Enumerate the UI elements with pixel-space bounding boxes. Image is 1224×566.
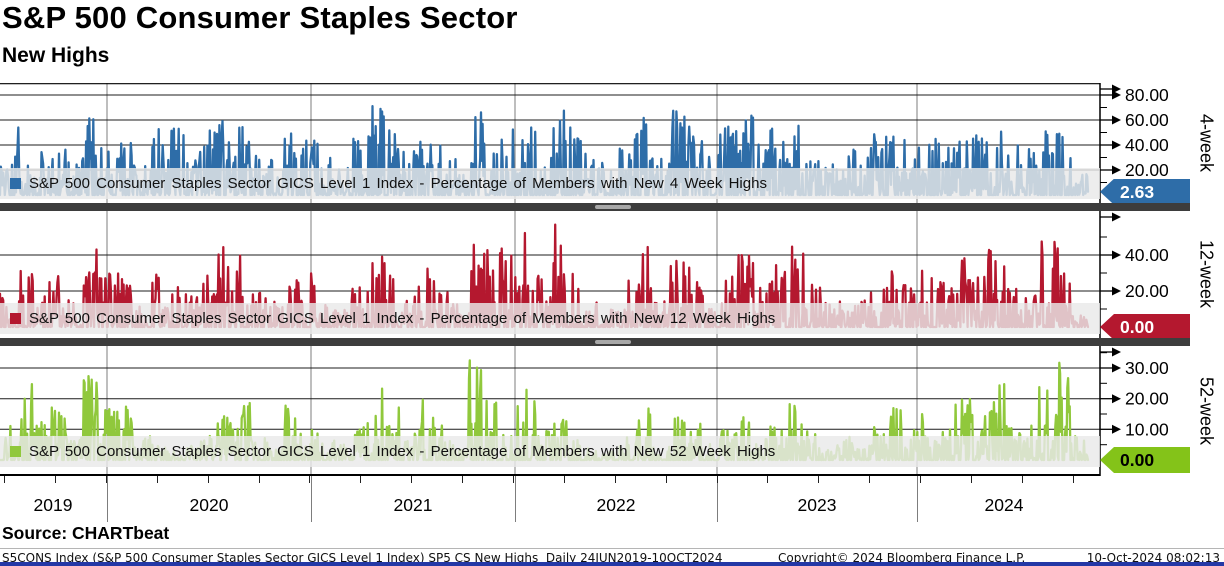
y-tick-label: 20.00: [1125, 389, 1169, 409]
y-tick-label: 20.00: [1125, 281, 1169, 301]
x-tick: [55, 476, 56, 483]
x-tick: [309, 476, 310, 483]
legend-label: S&P 500 Consumer Staples Sector GICS Lev…: [29, 310, 776, 327]
x-year-label: 2023: [797, 495, 837, 515]
footer-ticker-description: S5CONS Index (S&P 500 Consumer Staples S…: [2, 551, 723, 565]
axis-panel-label: 52-week: [1196, 376, 1217, 446]
tick-arrow-icon: [1112, 165, 1121, 175]
x-tick: [259, 476, 260, 483]
y-tick-label: 60.00: [1125, 110, 1169, 130]
footer-copyright: Copyright© 2024 Bloomberg Finance L.P.: [778, 551, 1026, 565]
legend-swatch-icon: [10, 313, 21, 324]
chart-panel-12-week[interactable]: 20.00 40.00 S&P 500 Consumer Staples Sect…: [0, 211, 1224, 340]
tick-arrow-icon: [1112, 250, 1121, 260]
x-tick: [513, 476, 514, 483]
year-separator: [107, 476, 108, 522]
tick-arrow-icon: [1112, 286, 1121, 296]
y-tick-label: 10.00: [1125, 419, 1169, 439]
x-tick: [615, 476, 616, 483]
x-year-label: 2019: [33, 495, 73, 515]
legend-label: S&P 500 Consumer Staples Sector GICS Lev…: [29, 175, 767, 192]
axis-panel-label: 12-week: [1196, 240, 1217, 309]
x-tick: [920, 476, 921, 483]
x-tick: [869, 476, 870, 483]
chart-subtitle: New Highs: [2, 44, 110, 67]
x-tick: [411, 476, 412, 483]
tick-arrow-icon: [1112, 90, 1121, 100]
chart-panel-52-week[interactable]: 10.00 20.00 30.00 S&P 500 Consumer Staples…: [0, 346, 1224, 476]
tick-arrow-icon: [1112, 212, 1121, 222]
axis-panel-label: 4-week: [1196, 113, 1217, 173]
legend-band: S&P 500 Consumer Staples Sector GICS Lev…: [0, 303, 1100, 334]
footer-bar: S5CONS Index (S&P 500 Consumer Staples S…: [0, 548, 1224, 565]
last-value-badge: 2.63: [1100, 178, 1190, 205]
x-year-label: 2020: [189, 495, 229, 515]
panel-divider[interactable]: [0, 203, 1190, 211]
x-year-label: 2022: [596, 495, 636, 515]
y-tick-label: 40.00: [1125, 245, 1169, 265]
y-tick-label: 80.00: [1125, 85, 1169, 105]
tick-arrow-icon: [1112, 394, 1121, 404]
last-value-badge: 0.00: [1100, 447, 1190, 473]
x-year-label: 2024: [984, 495, 1024, 515]
y-tick-label: 20.00: [1125, 160, 1169, 180]
divider-grip-icon[interactable]: [595, 340, 631, 344]
x-tick: [717, 476, 718, 483]
x-tick: [157, 476, 158, 483]
tick-arrow-icon: [1112, 363, 1121, 373]
year-separator: [515, 476, 516, 522]
x-tick: [564, 476, 565, 483]
x-tick: [4, 476, 5, 483]
terminal-bottom-border: [0, 562, 1224, 566]
tick-arrow-icon: [1112, 347, 1121, 357]
x-tick: [818, 476, 819, 483]
y-tick-label: 30.00: [1125, 358, 1169, 378]
panel-divider[interactable]: [0, 338, 1190, 346]
chart-title: S&P 500 Consumer Staples Sector: [2, 0, 518, 35]
source-label: Source: CHARTbeat: [2, 523, 170, 543]
x-tick: [666, 476, 667, 483]
tick-arrow-icon: [1112, 140, 1121, 150]
x-tick: [106, 476, 107, 483]
last-value-badge: 0.00: [1100, 314, 1190, 340]
chart-panel-4-week[interactable]: 20.00 40.00 60.00 80.00 S&P 500 Consumer St…: [0, 83, 1224, 205]
x-tick: [767, 476, 768, 483]
legend-band: S&P 500 Consumer Staples Sector GICS Lev…: [0, 168, 1100, 199]
legend-band: S&P 500 Consumer Staples Sector GICS Lev…: [0, 436, 1100, 467]
legend-swatch-icon: [10, 178, 21, 189]
y-tick-label: 40.00: [1125, 135, 1169, 155]
divider-grip-icon[interactable]: [595, 205, 631, 209]
year-separator: [311, 476, 312, 522]
year-separator: [917, 476, 918, 522]
legend-label: S&P 500 Consumer Staples Sector GICS Lev…: [29, 443, 776, 460]
x-tick: [360, 476, 361, 483]
x-tick: [208, 476, 209, 483]
x-tick: [1022, 476, 1023, 483]
tick-arrow-icon: [1112, 84, 1121, 94]
x-tick: [971, 476, 972, 483]
footer-timestamp: 10-Oct-2024 08:02:13: [1086, 551, 1220, 565]
legend-swatch-icon: [10, 446, 21, 457]
x-year-label: 2021: [393, 495, 433, 515]
x-tick: [462, 476, 463, 483]
x-tick: [1073, 476, 1074, 483]
year-separator: [717, 476, 718, 522]
tick-arrow-icon: [1112, 424, 1121, 434]
tick-arrow-icon: [1112, 115, 1121, 125]
